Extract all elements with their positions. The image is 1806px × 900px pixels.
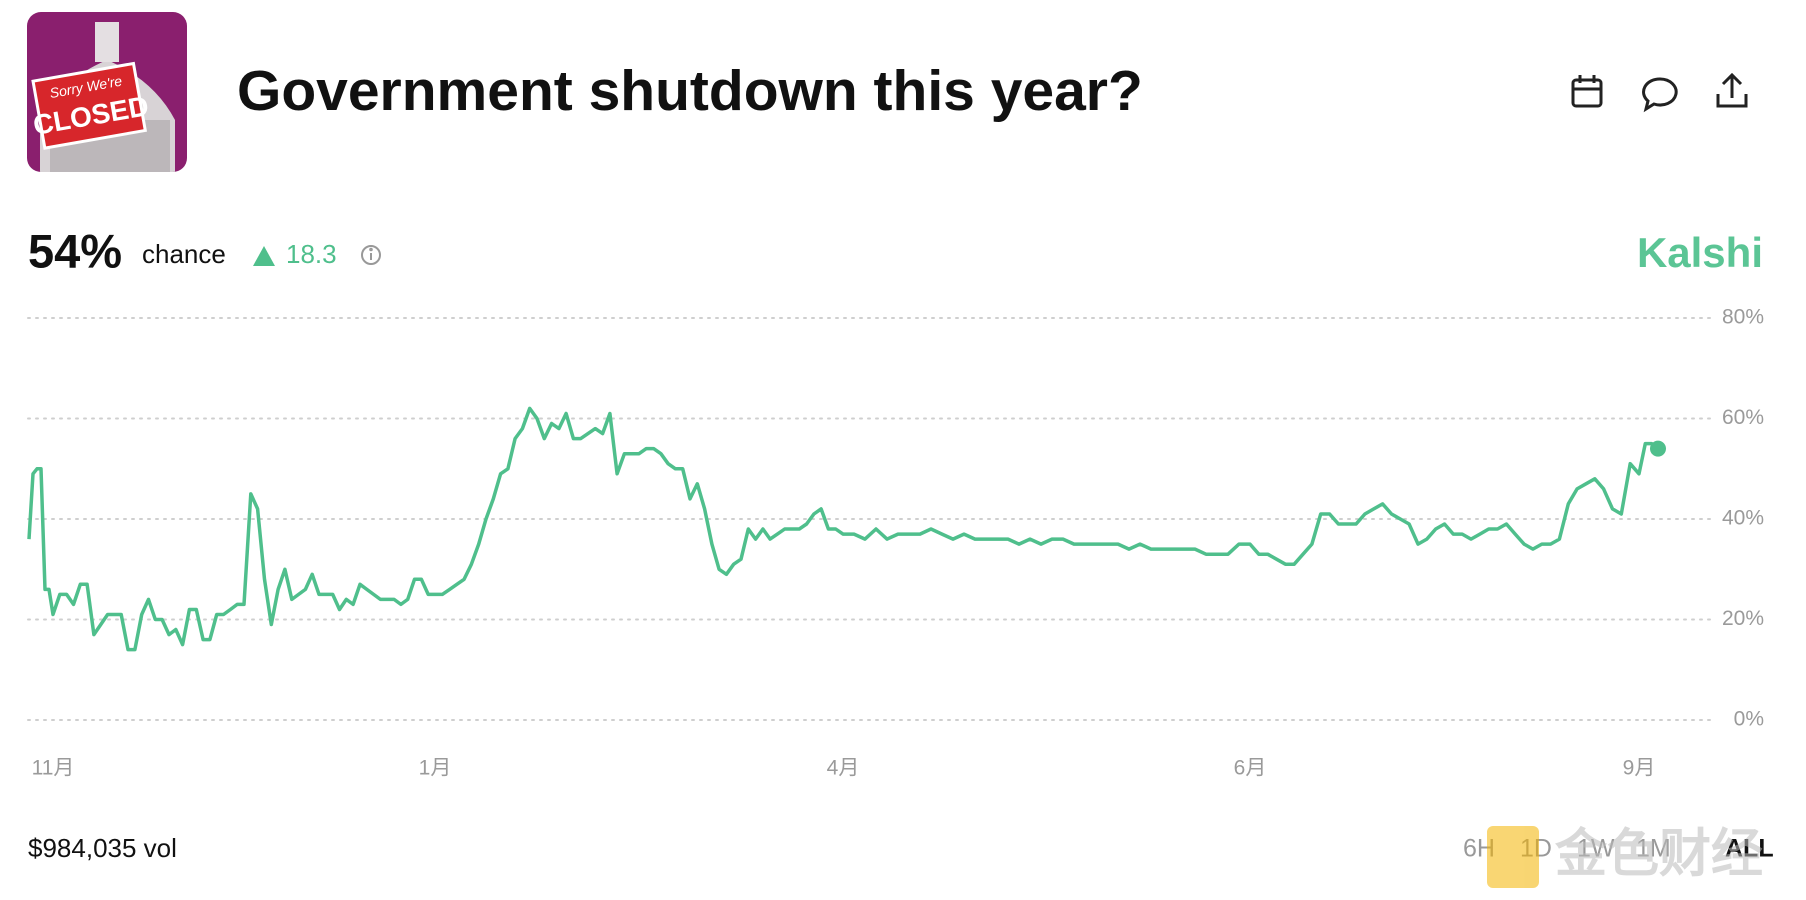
share-button[interactable] bbox=[1716, 72, 1748, 108]
current-point bbox=[1650, 440, 1666, 457]
volume: $984,035 vol bbox=[28, 833, 177, 863]
range-button[interactable]: 1M bbox=[1636, 835, 1671, 863]
y-tick-label: 80% bbox=[1722, 306, 1764, 329]
chart: 0% 20% 40% 60% 80% 11月 1月 4月 6月 9月 bbox=[27, 306, 1764, 780]
y-tick-label: 60% bbox=[1722, 406, 1764, 429]
watermark-text: 金色财经 bbox=[1554, 826, 1763, 884]
y-tick-label: 40% bbox=[1722, 507, 1764, 530]
y-tick-label: 20% bbox=[1722, 607, 1764, 630]
market-image: Sorry We're CLOSED bbox=[27, 12, 187, 172]
x-tick-label: 11月 bbox=[32, 757, 75, 780]
x-tick-label: 1月 bbox=[419, 757, 452, 780]
change-arrow bbox=[253, 246, 275, 266]
x-tick-label: 4月 bbox=[827, 757, 860, 780]
price-line bbox=[27, 406, 1660, 652]
range-button[interactable]: ALL bbox=[1725, 835, 1774, 863]
watermark: 金色财经 bbox=[1487, 826, 1763, 888]
x-tick-label: 9月 bbox=[1623, 757, 1656, 780]
change: 18.3 bbox=[286, 239, 337, 269]
range-button[interactable]: 1W bbox=[1577, 835, 1615, 863]
market-title: Government shutdown this year? bbox=[237, 59, 1143, 123]
probability-label: chance bbox=[142, 239, 226, 269]
probability: 54% bbox=[28, 224, 122, 277]
comment-button[interactable] bbox=[1642, 77, 1678, 113]
source: Kalshi bbox=[1637, 229, 1763, 276]
calendar-button[interactable] bbox=[1571, 75, 1603, 108]
x-tick-label: 6月 bbox=[1234, 757, 1267, 780]
info-icon[interactable] bbox=[361, 245, 381, 265]
y-tick-label: 0% bbox=[1734, 708, 1764, 731]
